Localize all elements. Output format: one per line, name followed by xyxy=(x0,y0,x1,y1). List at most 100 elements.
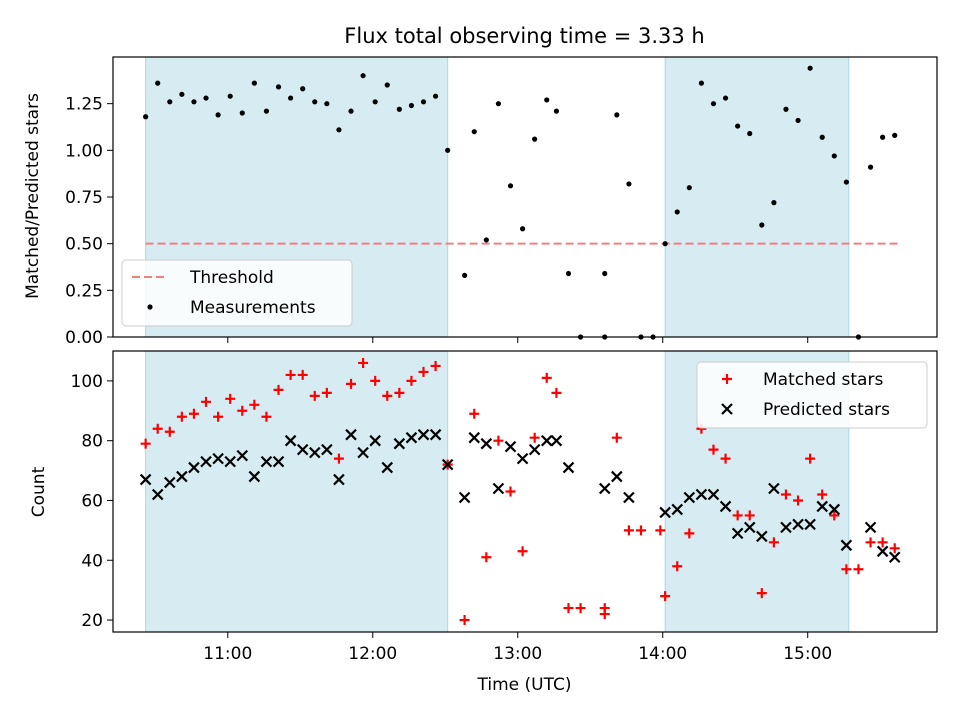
chart-title: Flux total observing time = 3.33 h xyxy=(344,24,704,48)
matched-stars-point xyxy=(732,510,743,521)
matched-stars-point xyxy=(213,411,224,422)
predicted-stars-point xyxy=(840,539,853,552)
measurements-point xyxy=(674,209,680,215)
predicted-stars-point xyxy=(321,443,333,456)
matched-stars-point xyxy=(541,372,552,383)
y-tick-label: 0.00 xyxy=(65,328,103,348)
predicted-stars-point xyxy=(417,428,430,441)
matched-stars-point xyxy=(261,411,272,422)
y-tick-label: 1.00 xyxy=(65,141,103,161)
measurements-point xyxy=(867,164,874,170)
measurements-point xyxy=(179,91,185,97)
predicted-stars-point xyxy=(492,482,505,495)
measurements-point xyxy=(360,73,366,79)
matched-stars-point xyxy=(201,396,212,407)
predicted-stars-point xyxy=(828,503,841,516)
measurements-point xyxy=(532,136,538,142)
matched-stars-point xyxy=(655,525,666,536)
measurements-point xyxy=(408,102,415,109)
measurements-point xyxy=(215,112,221,118)
matched-stars-point xyxy=(469,408,480,419)
x-tick-label: 14:00 xyxy=(638,644,687,664)
y-tick-label: 60 xyxy=(81,491,103,511)
matched-stars-point xyxy=(551,387,562,398)
predicted-stars-point xyxy=(756,530,768,543)
legend-box xyxy=(121,259,353,327)
matched-stars-point xyxy=(563,603,574,614)
measurements-point xyxy=(372,99,378,105)
legend-swatch xyxy=(721,403,733,415)
measurements-point xyxy=(771,200,777,206)
markers xyxy=(143,65,898,340)
predicted-stars-point xyxy=(308,446,321,459)
predicted-stars-point xyxy=(441,458,454,471)
predicted-stars-point xyxy=(804,518,816,531)
matched-stars-point xyxy=(459,615,470,626)
legend-swatch xyxy=(722,374,732,384)
measurements-point xyxy=(336,127,342,133)
matched-stars-point xyxy=(481,552,492,563)
predicted-stars-point xyxy=(659,506,671,519)
predicted-stars-point xyxy=(768,482,780,495)
predicted-stars-point xyxy=(550,434,563,447)
matched-stars-point xyxy=(176,411,187,422)
measurements-point xyxy=(483,237,489,243)
legend-label: Matched stars xyxy=(763,370,883,390)
predicted-stars-point xyxy=(212,452,224,465)
measurements-point xyxy=(143,114,149,120)
measurements-point xyxy=(251,80,257,86)
predicted-stars-point xyxy=(248,470,261,483)
measurements-point xyxy=(239,110,245,116)
x-tick-label: 11:00 xyxy=(203,644,252,664)
y-axis-label-count: Count xyxy=(29,466,49,517)
predicted-stars-point xyxy=(393,437,406,450)
predicted-stars-point xyxy=(224,455,236,468)
measurements-point xyxy=(747,130,753,137)
predicted-stars-point xyxy=(707,488,720,501)
y-tick-label: 100 xyxy=(71,372,103,392)
y-axis-label-ratio: Matched/Predicted stars xyxy=(23,93,43,299)
predicted-stars-point xyxy=(296,443,309,456)
matched-stars-point xyxy=(225,393,236,404)
measurements-point xyxy=(420,99,427,105)
matched-stars-point xyxy=(346,378,357,389)
matched-stars-point xyxy=(285,369,296,380)
predicted-stars-point xyxy=(429,428,442,441)
y-tick-label: 20 xyxy=(81,611,103,631)
measurements-point xyxy=(722,95,729,101)
measurements-point xyxy=(191,99,197,105)
predicted-stars-point xyxy=(528,443,541,456)
matched-stars-point xyxy=(188,408,199,419)
matched-stars-point xyxy=(418,366,429,377)
predicted-stars-point xyxy=(272,455,285,468)
matched-stars-point xyxy=(780,489,791,500)
measurements-point xyxy=(263,108,270,114)
plot-frame xyxy=(112,56,938,338)
matched-stars-point xyxy=(611,432,622,443)
predicted-stars-point xyxy=(780,521,792,534)
y-tick-label: 0.75 xyxy=(65,188,103,208)
matched-stars-point xyxy=(744,510,755,521)
predicted-stars-point xyxy=(562,461,575,474)
measurements-point xyxy=(783,106,789,112)
matched-stars-point xyxy=(358,357,369,368)
matched-stars-point xyxy=(493,435,504,446)
measurements-point xyxy=(880,134,886,140)
predicted-stars-point xyxy=(876,545,889,558)
matched-stars-point xyxy=(237,405,248,416)
predicted-stars-point xyxy=(480,437,493,450)
measurements-point xyxy=(710,101,717,107)
measurements-point xyxy=(348,108,354,114)
predicted-stars-point xyxy=(381,461,394,474)
matched-stars-point xyxy=(529,432,540,443)
measurements-point xyxy=(519,226,526,232)
predicted-stars-point xyxy=(333,473,345,486)
measurements-point xyxy=(626,181,632,187)
predicted-stars-point xyxy=(188,461,200,474)
markers xyxy=(139,357,901,626)
matched-stars-point xyxy=(708,444,719,455)
matched-stars-point xyxy=(660,591,671,602)
predicted-stars-point xyxy=(719,500,732,513)
measurements-point xyxy=(396,106,402,112)
